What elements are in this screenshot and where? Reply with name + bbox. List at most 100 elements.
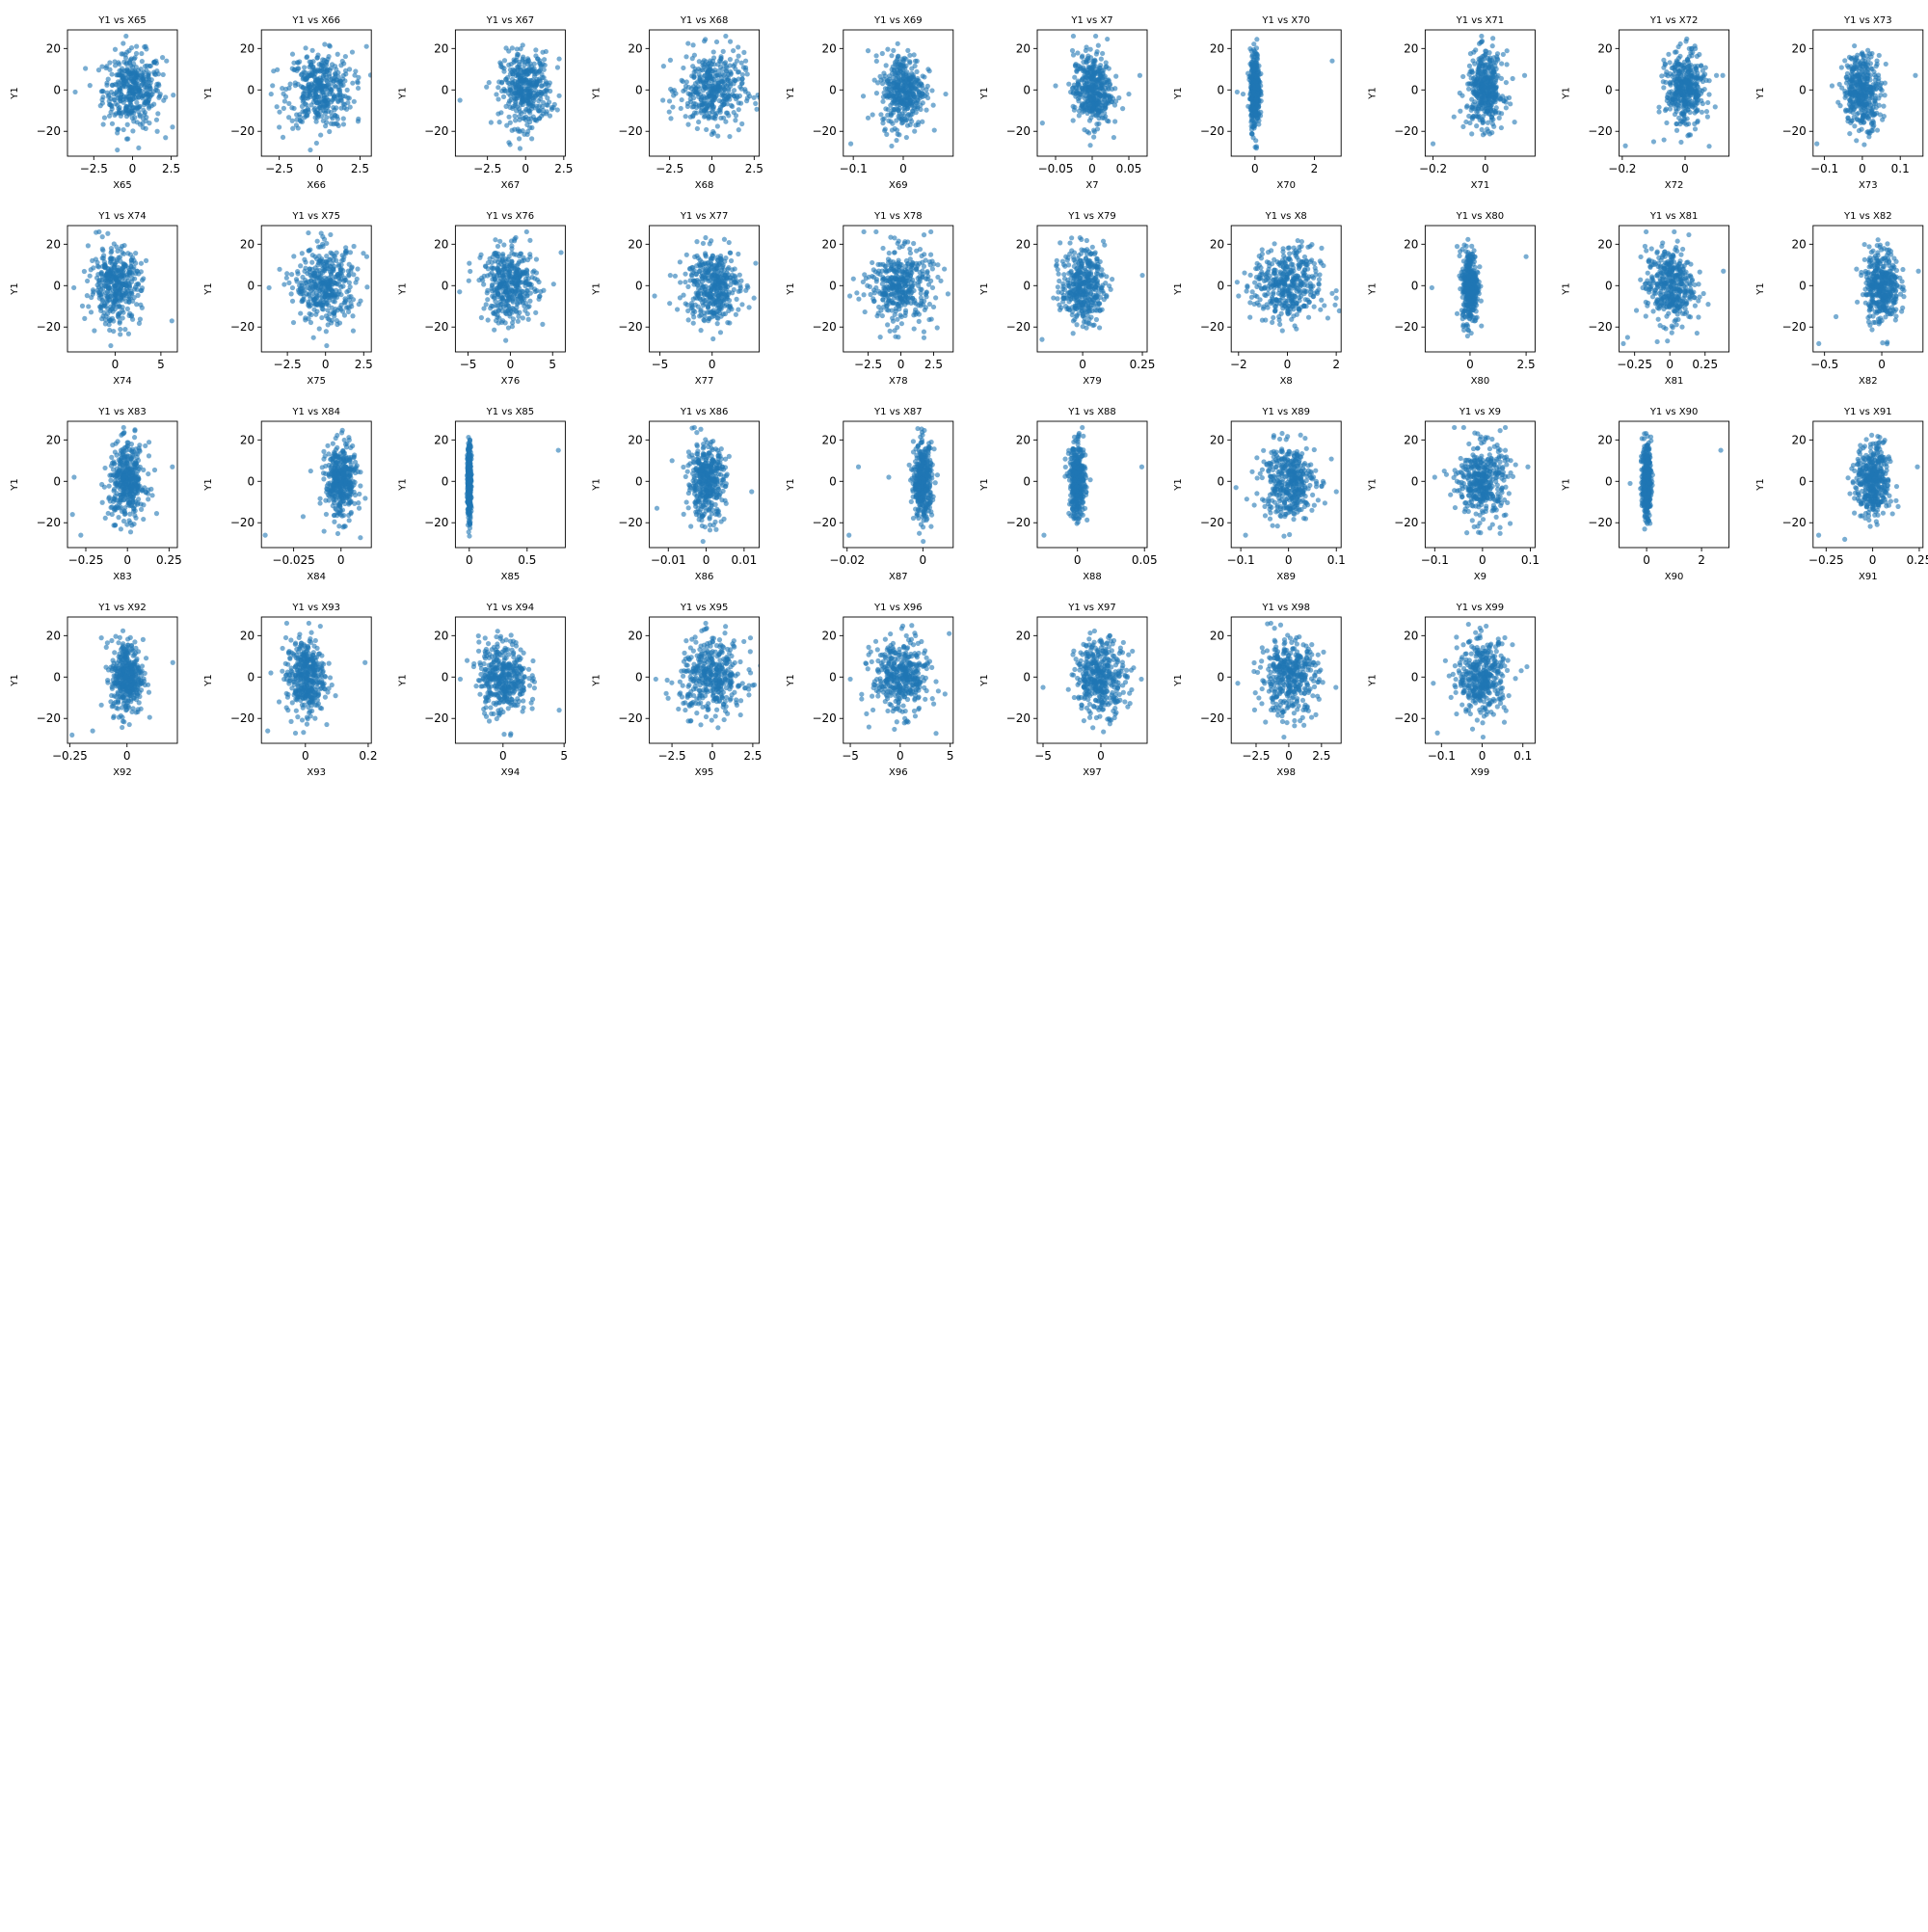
- data-point: [294, 67, 300, 73]
- data-point: [501, 58, 508, 64]
- data-point: [685, 40, 691, 46]
- data-point: [1499, 61, 1505, 67]
- data-point: [879, 50, 885, 57]
- data-point: [286, 115, 292, 121]
- data-point: [1667, 79, 1674, 85]
- data-point: [1492, 79, 1498, 85]
- data-point: [302, 256, 308, 262]
- data-point: [100, 280, 106, 285]
- data-point: [698, 97, 704, 103]
- data-point: [712, 111, 718, 117]
- data-point: [1467, 120, 1473, 126]
- data-point: [299, 251, 305, 256]
- y-tick-label: 20: [1597, 41, 1612, 55]
- data-point: [1480, 82, 1486, 88]
- y-axis-label: Y1: [203, 87, 214, 99]
- data-point: [1720, 72, 1726, 78]
- data-point: [289, 284, 296, 291]
- data-point: [284, 271, 290, 277]
- data-point: [1869, 107, 1875, 113]
- x-axis-label: X67: [501, 180, 521, 191]
- data-point: [719, 78, 725, 84]
- data-point: [1678, 81, 1684, 87]
- data-point: [678, 105, 683, 112]
- data-point: [324, 59, 330, 65]
- data-point: [909, 81, 915, 87]
- data-point: [1706, 78, 1712, 84]
- subplot-title: Y1 vs X70: [1261, 15, 1310, 26]
- data-point: [339, 257, 345, 263]
- data-point: [88, 309, 94, 315]
- data-point: [708, 67, 713, 72]
- data-point: [312, 105, 318, 111]
- data-point: [1091, 64, 1097, 69]
- axes-frame: [1619, 29, 1730, 157]
- data-point: [1070, 52, 1077, 58]
- data-point: [281, 282, 287, 287]
- data-point: [532, 88, 539, 94]
- data-point: [83, 66, 89, 71]
- data-point: [163, 135, 169, 141]
- x-tick-label: −2.5: [656, 162, 683, 175]
- data-point: [737, 100, 744, 106]
- data-point: [545, 95, 550, 101]
- data-point: [1473, 104, 1479, 110]
- data-point: [1694, 108, 1700, 115]
- x-tick-label: 2.5: [554, 162, 573, 175]
- data-point: [1676, 115, 1682, 121]
- data-point: [529, 103, 536, 109]
- data-point: [878, 112, 884, 118]
- scatter-points: [847, 40, 949, 149]
- data-point: [107, 327, 113, 334]
- data-point: [914, 68, 920, 74]
- data-point: [1075, 50, 1081, 56]
- data-point: [355, 85, 362, 92]
- data-point: [288, 272, 295, 278]
- data-point: [912, 128, 918, 134]
- data-point: [342, 298, 349, 304]
- data-point: [311, 307, 317, 312]
- data-point: [342, 67, 349, 73]
- axes-frame: [1230, 29, 1342, 157]
- y-tick-label: 0: [248, 279, 255, 292]
- data-point: [308, 287, 314, 293]
- data-point: [286, 280, 292, 285]
- scatter-points: [457, 228, 564, 343]
- data-point: [1694, 92, 1700, 97]
- data-point: [298, 285, 304, 291]
- y-tick-label: 20: [1210, 41, 1224, 55]
- data-point: [108, 250, 114, 255]
- data-point: [128, 279, 135, 284]
- data-point: [731, 88, 737, 94]
- data-point: [320, 72, 327, 79]
- data-point: [696, 66, 702, 72]
- data-point: [1672, 112, 1678, 118]
- data-point: [99, 255, 105, 261]
- subplot-title: Y1 vs X76: [486, 211, 535, 222]
- data-point: [707, 72, 712, 79]
- data-point: [107, 270, 113, 276]
- data-point: [112, 263, 118, 269]
- data-point: [542, 62, 548, 68]
- data-point: [707, 60, 713, 66]
- data-point: [685, 121, 691, 127]
- data-point: [1680, 86, 1686, 92]
- data-point: [329, 320, 335, 326]
- data-point: [94, 229, 99, 235]
- data-point: [319, 262, 325, 268]
- data-point: [880, 98, 886, 104]
- data-point: [351, 243, 357, 250]
- data-point: [324, 342, 330, 349]
- data-point: [117, 289, 122, 295]
- data-point: [1474, 123, 1480, 129]
- data-point: [129, 78, 135, 85]
- data-point: [890, 100, 896, 106]
- data-point: [754, 106, 760, 112]
- axes-frame: [67, 225, 178, 353]
- data-point: [274, 104, 280, 110]
- data-point: [342, 53, 348, 60]
- y-axis-label: Y1: [1367, 87, 1378, 99]
- data-point: [1250, 100, 1256, 106]
- data-point: [105, 276, 111, 282]
